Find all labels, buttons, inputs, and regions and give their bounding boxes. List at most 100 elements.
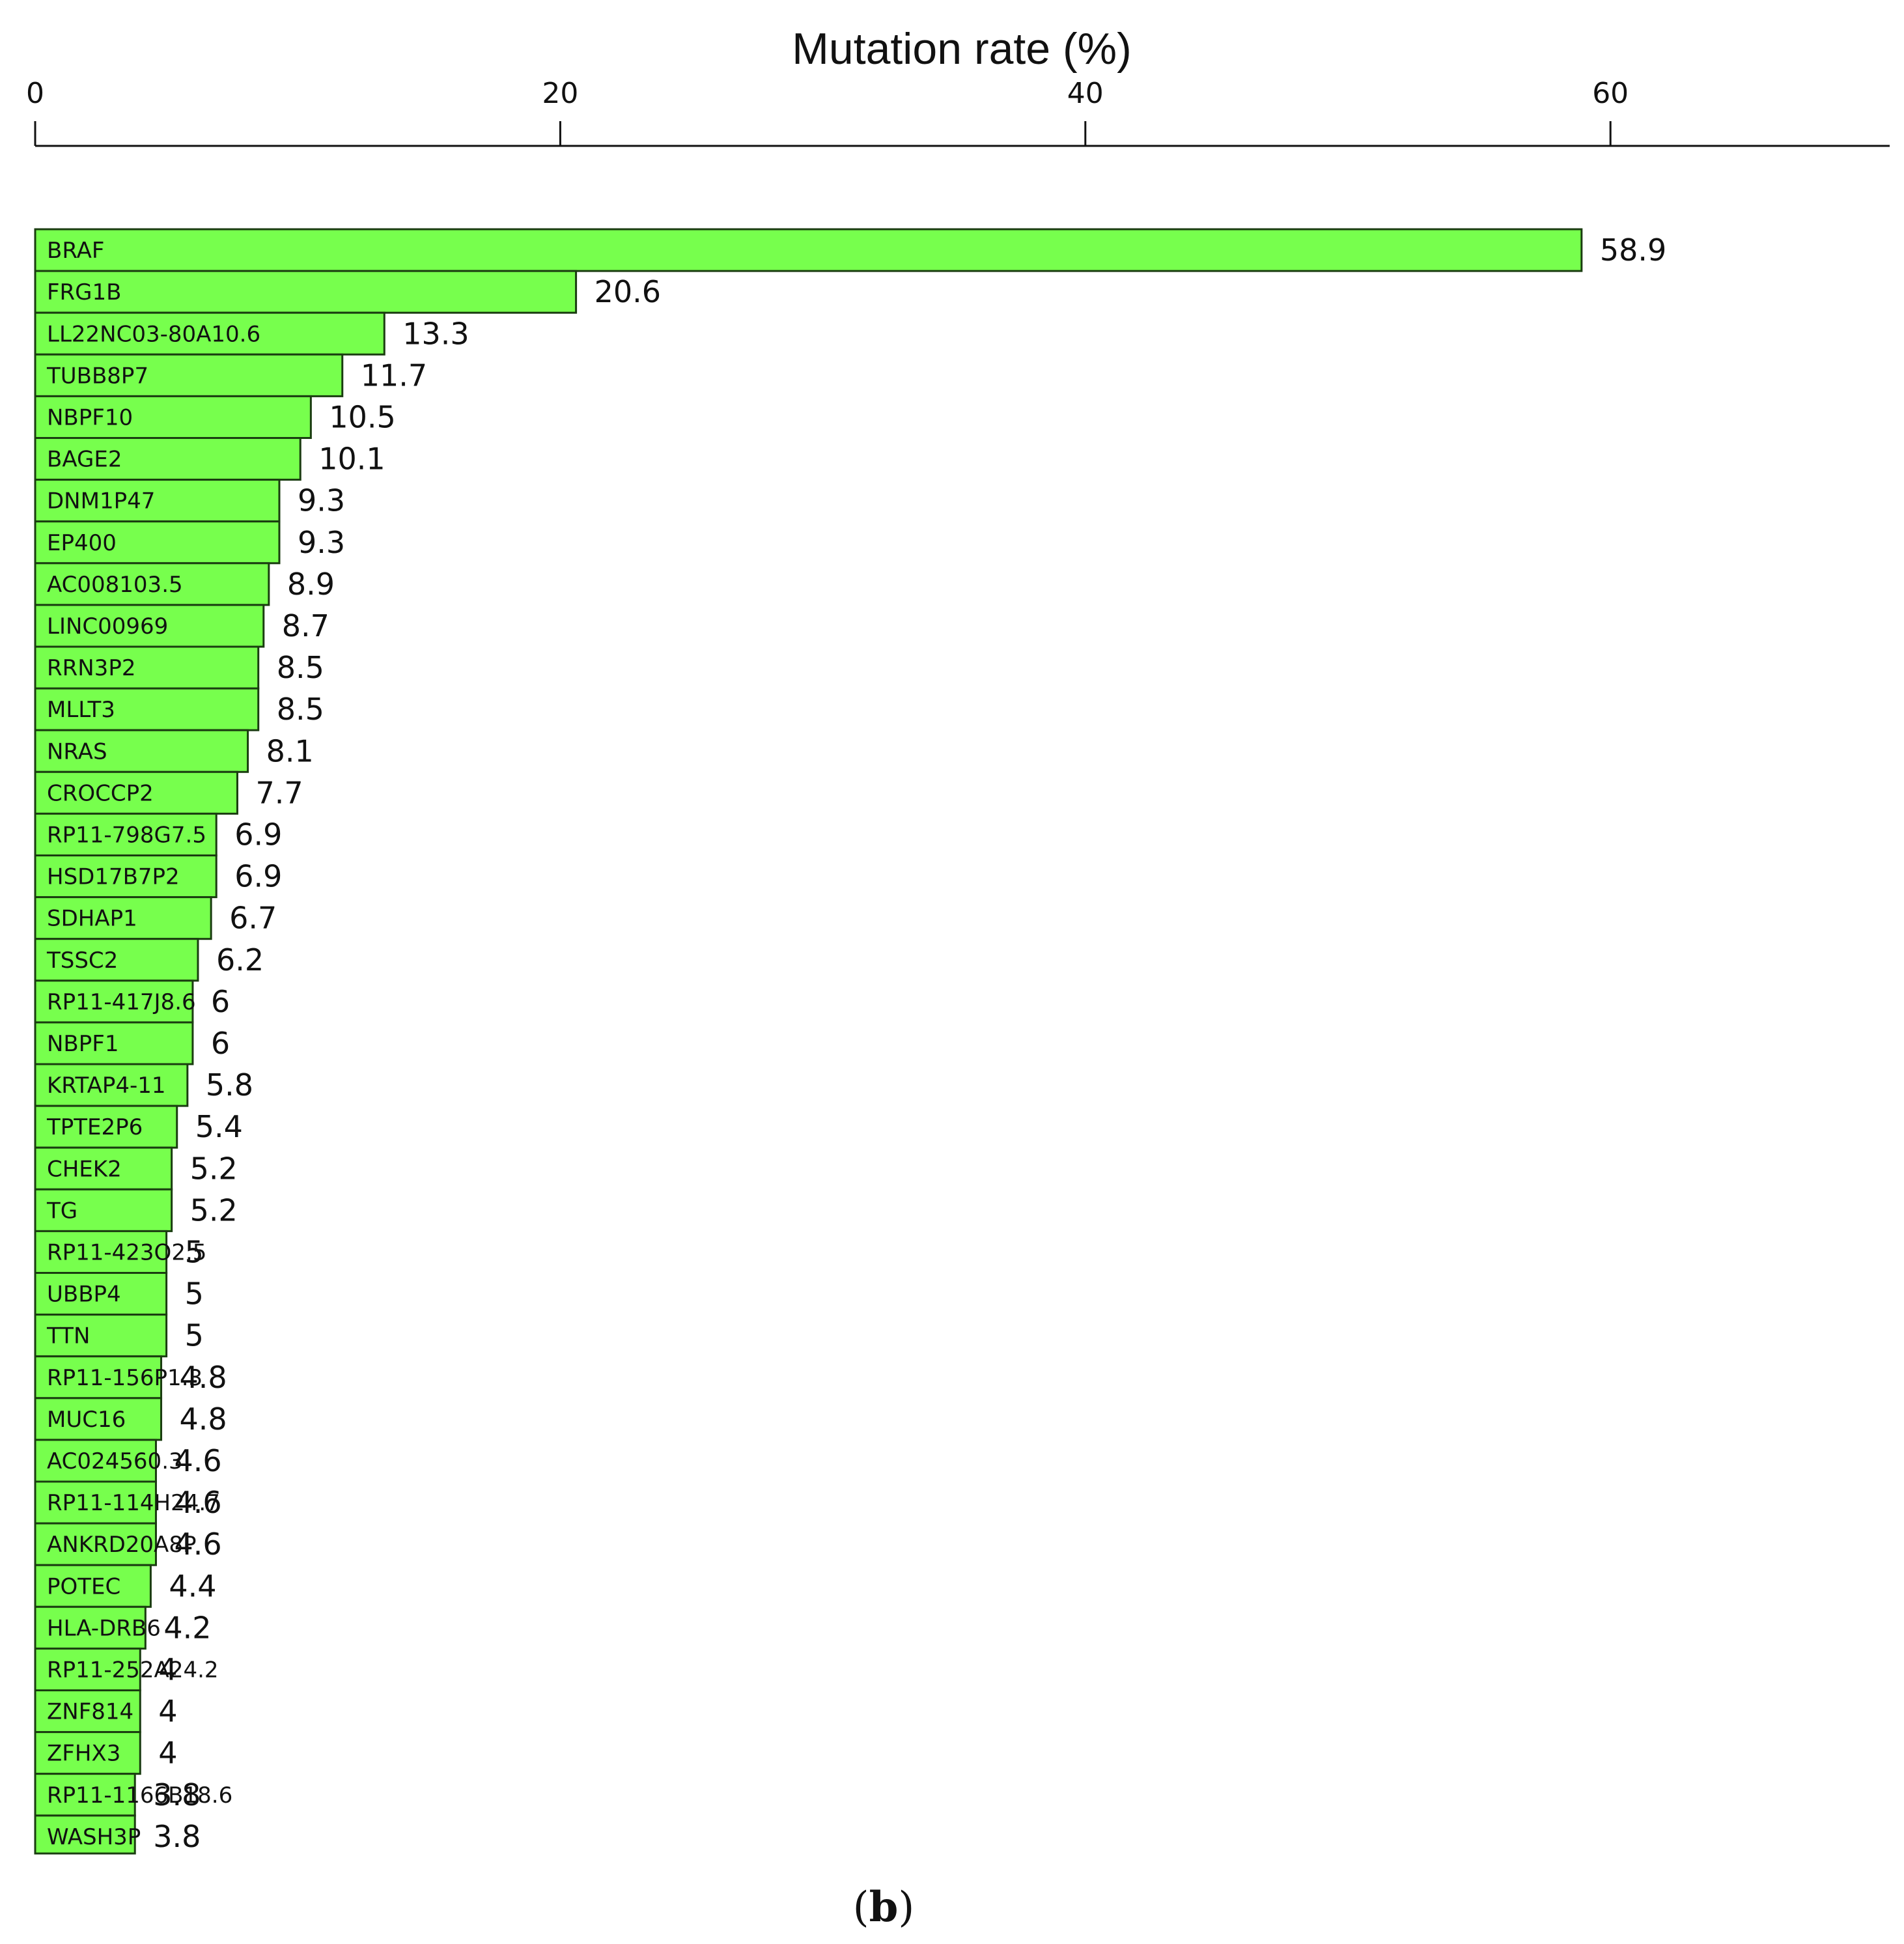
category-label: RP11-1166B18.6 <box>47 1782 232 1809</box>
bar <box>34 270 578 314</box>
value-label: 6.2 <box>216 942 264 978</box>
panel-label: (b) <box>853 1883 915 1932</box>
category-label: AC008103.5 <box>47 572 183 598</box>
bar <box>34 1480 157 1525</box>
chart-title: Mutation rate (%) <box>792 24 1132 74</box>
value-label: 5.2 <box>190 1192 238 1228</box>
category-label: UBBP4 <box>47 1282 121 1308</box>
value-label: 3.8 <box>153 1819 201 1854</box>
value-label: 5.8 <box>206 1067 253 1103</box>
category-label: BAGE2 <box>47 447 122 473</box>
bar <box>34 1355 163 1400</box>
value-label: 8.1 <box>266 733 314 768</box>
value-label: 6.7 <box>229 901 277 936</box>
bar <box>34 1397 163 1441</box>
x-tick-label: 40 <box>1067 77 1104 110</box>
value-label: 10.5 <box>329 399 395 434</box>
category-label: TUBB8P7 <box>46 363 148 389</box>
value-labels: 58.9 20.6 13.3 11.7 10.5 10.1 9.3 9.3 8.9 8.7 8.5 8… <box>153 232 1666 1854</box>
category-label: BRAF <box>47 238 104 264</box>
bar <box>34 562 270 606</box>
value-label: 8.9 <box>287 567 335 602</box>
value-label: 6 <box>211 1026 230 1061</box>
category-label: HSD17B7P2 <box>47 864 180 890</box>
bar <box>34 1314 168 1358</box>
category-label: CROCCP2 <box>47 780 154 806</box>
value-label: 5 <box>185 1276 204 1312</box>
bar <box>34 353 344 397</box>
category-label: NBPF1 <box>47 1031 119 1057</box>
panel-label-letter: b <box>869 1883 899 1932</box>
category-label: TG <box>46 1198 77 1224</box>
bar <box>34 1272 168 1316</box>
value-label: 5 <box>185 1234 204 1269</box>
value-label: 6.9 <box>234 817 282 852</box>
value-label: 4.6 <box>174 1485 221 1520</box>
value-label: 8.7 <box>282 608 329 643</box>
bar <box>34 812 217 857</box>
bar <box>34 437 301 481</box>
bar <box>34 938 199 982</box>
bar <box>34 395 312 440</box>
category-label: LL22NC03-80A10.6 <box>47 321 260 347</box>
category-label: CHEK2 <box>47 1156 122 1182</box>
value-label: 8.5 <box>277 692 324 727</box>
category-label: MUC16 <box>47 1407 126 1433</box>
bar <box>34 604 265 648</box>
category-label: EP400 <box>47 530 117 556</box>
category-label: ANKRD20A8P <box>47 1532 196 1558</box>
category-label: KRTAP4-11 <box>47 1073 166 1099</box>
x-tick-label: 20 <box>542 77 578 110</box>
category-label: NBPF10 <box>47 404 133 430</box>
category-label: TPTE2P6 <box>46 1114 143 1140</box>
x-tick-label: 60 <box>1592 77 1629 110</box>
value-label: 4 <box>158 1736 177 1771</box>
value-label: 4.8 <box>180 1360 227 1395</box>
category-label: WASH3P <box>47 1824 141 1850</box>
value-label: 20.6 <box>595 274 661 309</box>
category-label: RP11-798G7.5 <box>47 822 206 848</box>
value-label: 8.5 <box>277 650 324 685</box>
category-label: SDHAP1 <box>47 906 137 932</box>
value-label: 4.2 <box>163 1610 211 1645</box>
bars <box>34 228 1583 1855</box>
value-label: 58.9 <box>1600 232 1666 268</box>
bar <box>34 729 249 773</box>
value-label: 6.9 <box>234 859 282 894</box>
value-label: 4.8 <box>180 1402 227 1437</box>
category-label: LINC00969 <box>47 613 168 640</box>
panel-label-open: ( <box>853 1883 869 1932</box>
value-label: 10.1 <box>318 442 385 477</box>
value-label: 4 <box>158 1694 177 1729</box>
bar <box>34 479 281 523</box>
panel-label-close: ) <box>898 1883 914 1932</box>
category-label: TSSC2 <box>46 948 118 974</box>
bar <box>34 854 217 899</box>
value-label: 5 <box>185 1318 204 1353</box>
bar <box>34 1063 189 1107</box>
value-label: 4.6 <box>174 1527 221 1562</box>
category-labels: BRAF FRG1B LL22NC03-80A10.6 TUBB8P7 NBPF10 BA… <box>46 238 260 1850</box>
bar <box>34 1647 141 1691</box>
category-label: DNM1P47 <box>47 488 155 514</box>
category-label: TTN <box>46 1323 90 1349</box>
category-label: MLLT3 <box>47 697 115 723</box>
value-label: 11.7 <box>361 358 427 393</box>
bar <box>34 979 194 1024</box>
bar <box>34 1439 157 1483</box>
category-label: NRAS <box>47 739 107 765</box>
category-label: ZFHX3 <box>47 1741 120 1767</box>
bar <box>34 770 238 815</box>
value-label: 4.6 <box>174 1443 221 1478</box>
x-tick-label: 0 <box>26 77 44 110</box>
value-label: 3.8 <box>153 1777 201 1812</box>
value-label: 6 <box>211 984 230 1019</box>
bar <box>34 1522 157 1566</box>
value-label: 4 <box>158 1652 177 1687</box>
bar <box>34 896 212 940</box>
category-label: RP11-114H24.7 <box>47 1490 220 1516</box>
value-label: 9.3 <box>298 525 345 560</box>
category-label: ZNF814 <box>47 1699 133 1725</box>
category-label: AC024560.3 <box>47 1448 183 1474</box>
category-label: RP11-417J8.6 <box>47 989 196 1015</box>
